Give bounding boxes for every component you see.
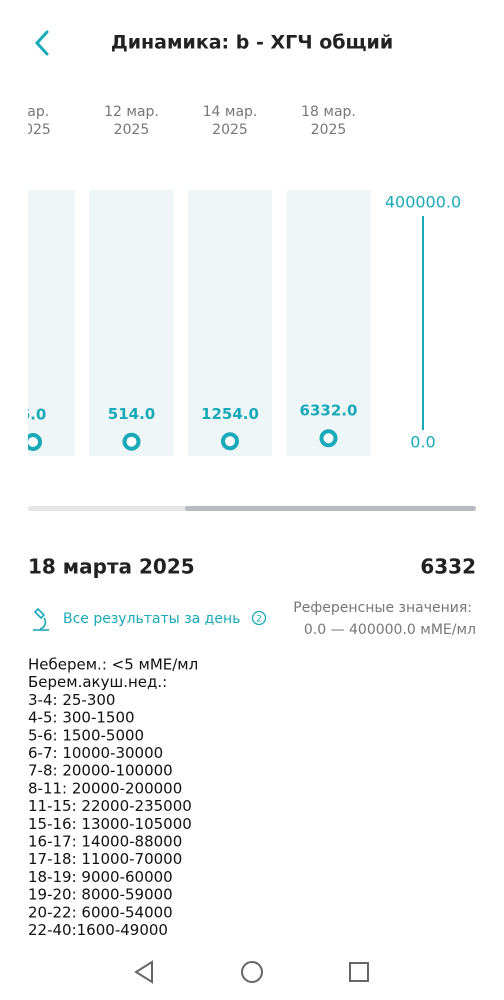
reference-line: 3-4: 25-300 (28, 691, 115, 709)
value-label: 6.0 (20, 405, 47, 423)
data-point (28, 432, 42, 451)
data-point (319, 429, 338, 448)
nav-recent[interactable] (349, 962, 369, 982)
reference-line: 16-17: 14000-88000 (28, 833, 182, 851)
value-label: 1254.0 (201, 405, 259, 423)
reference-line: Неберем.: <5 мМЕ/мл (28, 656, 198, 674)
value-label: 6332.0 (300, 402, 358, 420)
all-results-link[interactable]: Все результаты за день (63, 611, 240, 627)
date-label: 2025 (15, 122, 51, 138)
date-label: 2025 (311, 122, 347, 138)
y-tick-label: 0.0 (410, 433, 435, 452)
reference-line: 4-5: 300-1500 (28, 709, 135, 727)
date-label: мар. (17, 104, 49, 120)
scroll-thumb[interactable] (185, 506, 476, 511)
chart: мар. 2025 6.0 12 мар. 2025 514.0 14 мар. 2025 12… (15, 104, 461, 456)
date-label: 2025 (114, 122, 150, 138)
back-button[interactable] (34, 30, 49, 56)
column (28, 190, 75, 456)
nav-home[interactable] (241, 961, 263, 983)
reference-text: Неберем.: <5 мМЕ/млБерем.акуш.нед.:3-4: … (28, 656, 198, 940)
reference-line: 20-22: 6000-54000 (28, 903, 173, 921)
column (188, 190, 272, 456)
reference-line: 7-8: 20000-100000 (28, 762, 173, 780)
reference-line: 11-15: 22000-235000 (28, 797, 192, 815)
column (286, 190, 371, 456)
reference-line: 18-19: 9000-60000 (28, 868, 173, 886)
column (89, 190, 174, 456)
reference-line: 8-11: 20000-200000 (28, 779, 182, 797)
count-badge (251, 610, 267, 626)
y-tick-label: 400000.0 (385, 193, 461, 212)
title: Динамика: b - ХГЧ общий (111, 32, 393, 54)
reference-line: 19-20: 8000-59000 (28, 886, 173, 904)
data-point (221, 432, 239, 451)
date-label: 2025 (212, 122, 248, 138)
data-point (122, 432, 141, 451)
reference-line: 22-40:1600-49000 (28, 921, 168, 939)
selected-value: 6332 (420, 555, 476, 579)
selected-date: 18 марта 2025 (28, 555, 195, 579)
reference-line: 15-16: 13000-105000 (28, 815, 192, 833)
date-label: 12 мар. (104, 104, 159, 120)
reference-title: Референсные значения: (293, 600, 472, 616)
count-badge-text: 2 (256, 615, 262, 625)
date-label: 14 мар. (203, 104, 258, 120)
microscope-icon (33, 607, 49, 631)
reference-line: 5-6: 1500-5000 (28, 726, 144, 744)
reference-line: 17-18: 11000-70000 (28, 850, 182, 868)
reference-line: Берем.акуш.нед.: (28, 673, 167, 691)
value-label: 514.0 (108, 405, 155, 423)
date-label: 18 мар. (301, 104, 356, 120)
reference-range: 0.0 — 400000.0 мМЕ/мл (304, 622, 476, 638)
reference-line: 6-7: 10000-30000 (28, 744, 163, 762)
nav-back[interactable] (134, 960, 153, 984)
